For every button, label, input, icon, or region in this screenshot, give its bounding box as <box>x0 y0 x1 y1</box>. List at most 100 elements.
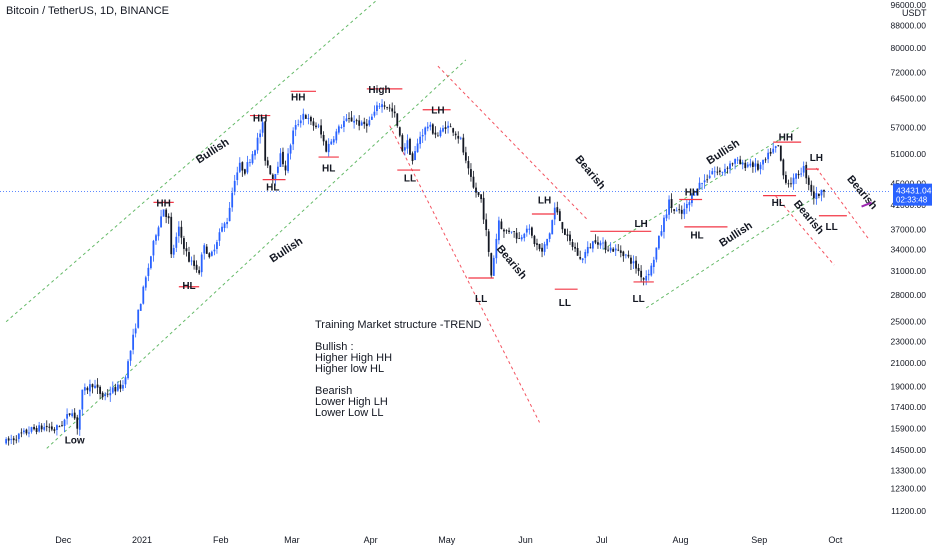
candle-body <box>724 168 726 173</box>
candle-body <box>487 231 490 252</box>
candle-body <box>782 159 785 176</box>
candle-body <box>28 432 30 434</box>
candle-body <box>266 160 269 166</box>
candle-body <box>452 128 455 133</box>
candle-body <box>464 152 467 161</box>
candle-body <box>365 123 368 127</box>
candle-body <box>607 249 609 251</box>
price-tick-label: 11200.00 <box>891 506 926 516</box>
candle-body <box>533 235 536 245</box>
price-tick-label: 12300.00 <box>891 484 927 494</box>
channel-labels: Bullish Bullish Bullish Bullish Bearish Beari… <box>194 136 879 282</box>
time-tick-label: Sep <box>751 535 767 545</box>
candle-body <box>718 170 721 172</box>
candle-body <box>706 179 709 181</box>
level-lines <box>153 88 847 290</box>
candle-body <box>584 252 587 258</box>
candle-body <box>520 237 523 240</box>
candle-body <box>495 238 498 259</box>
candle-body <box>802 166 805 173</box>
candle-body <box>477 192 480 196</box>
candle-body <box>472 176 475 188</box>
candle-body <box>739 159 742 165</box>
candle-body <box>370 116 373 120</box>
candle-body <box>599 242 602 246</box>
channel-label: Bearish <box>494 243 529 282</box>
notes-line: Lower High LH <box>315 396 388 408</box>
candle-body <box>515 232 518 239</box>
candle-body <box>482 197 485 220</box>
candle-body <box>302 113 305 120</box>
notes-line: Training Market structure -TREND <box>315 319 482 331</box>
time-tick-label: Dec <box>55 535 72 545</box>
structure-label: LL <box>404 174 416 185</box>
candle-body <box>127 361 129 379</box>
candle-body <box>304 115 307 119</box>
candle-body <box>673 209 676 211</box>
candle-body <box>180 226 183 238</box>
bullish-channel-line <box>645 195 817 309</box>
candle-body <box>569 234 571 241</box>
candle-body <box>335 131 338 141</box>
price-tick-label: 34000.00 <box>891 244 927 254</box>
candle-body <box>490 253 493 276</box>
candle-body <box>310 116 312 122</box>
candle-body <box>393 111 396 114</box>
candle-body <box>122 385 124 389</box>
candle-body <box>203 245 206 254</box>
candle-body <box>398 127 401 136</box>
candle-body <box>409 138 411 155</box>
candle-body <box>497 220 500 241</box>
candle-body <box>574 246 576 249</box>
candle-body <box>63 419 66 426</box>
candle-body <box>640 270 643 278</box>
candle-body <box>746 164 749 167</box>
candle-body <box>373 111 376 116</box>
candle-body <box>774 146 777 148</box>
candle-body <box>558 211 561 221</box>
candle-body <box>729 163 731 169</box>
candle-body <box>652 259 655 268</box>
price-tick-label: 21000.00 <box>891 358 927 368</box>
candle-body <box>622 251 625 257</box>
time-axis[interactable]: Dec 2021 Feb Mar Apr May Jun Jul Aug Sep Oct <box>0 530 892 550</box>
candle-body <box>820 189 823 196</box>
candle-body <box>675 210 678 212</box>
candle-body <box>419 136 422 145</box>
price-axis-background <box>892 0 932 550</box>
candle-body <box>381 104 383 108</box>
candle-body <box>767 152 770 160</box>
structure-label: LL <box>632 294 644 305</box>
candle-body <box>350 117 353 122</box>
candle-body <box>152 240 155 256</box>
price-tick-label: 37000.00 <box>891 224 927 234</box>
candle-body <box>50 426 53 430</box>
candle-body <box>711 171 714 175</box>
candle-body <box>150 256 152 269</box>
candle-body <box>282 151 284 165</box>
candle-body <box>698 182 701 189</box>
candle-body <box>614 248 617 251</box>
candle-body <box>111 387 114 393</box>
candle-body <box>10 439 13 441</box>
candle-body <box>741 162 744 165</box>
candle-body <box>23 430 25 433</box>
candle-body <box>685 203 688 209</box>
structure-labels: HH HL HH HL HH HL High LH LL LH LL LH LL HH HL LL HH HL LH… <box>65 85 838 446</box>
candle-body <box>249 162 251 163</box>
candle-body <box>762 159 764 165</box>
candle-body <box>716 171 719 173</box>
notes-line: Bullish : <box>315 341 354 353</box>
candle-body <box>358 120 361 126</box>
bearish-channel-line <box>437 65 589 221</box>
candle-body <box>581 258 584 261</box>
candle-body <box>531 227 533 236</box>
candle-body <box>548 233 551 239</box>
candle-body <box>401 135 404 152</box>
price-axis[interactable]: 11200.00 12300.00 13300.00 14500.00 15900.00… <box>891 0 932 550</box>
candle-body <box>447 125 449 128</box>
candle-body <box>810 184 813 192</box>
structure-label: LL <box>826 222 838 233</box>
candle-body <box>790 183 792 185</box>
